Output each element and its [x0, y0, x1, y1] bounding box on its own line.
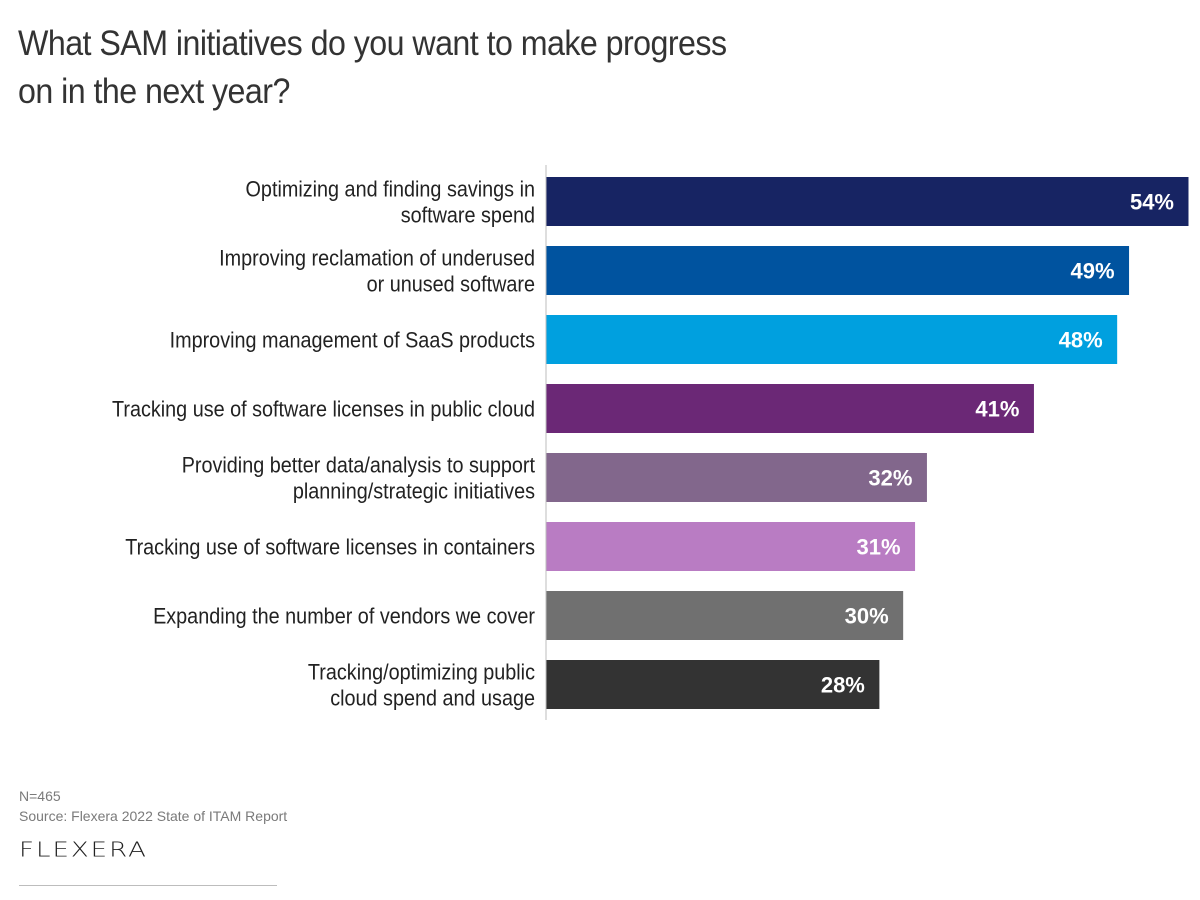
bar-1	[546, 246, 1130, 295]
category-label-7-line-0: Tracking/optimizing public	[308, 660, 535, 685]
category-label-5-line-0: Tracking use of software licenses in con…	[125, 535, 535, 560]
bar-2	[546, 315, 1118, 364]
category-label-4-line-1: planning/strategic initiatives	[293, 479, 535, 504]
bar-value-label-4: 32%	[868, 466, 912, 491]
category-label-0-line-1: software spend	[401, 203, 535, 228]
category-label-4-line-0: Providing better data/analysis to suppor…	[182, 453, 535, 478]
sample-size-note: N=465	[19, 788, 61, 804]
chart-title-line-1: What SAM initiatives do you want to make…	[18, 24, 727, 63]
category-label-1-line-1: or unused software	[367, 272, 535, 297]
category-label-3-line-0: Tracking use of software licenses in pub…	[112, 397, 535, 422]
chart-title: What SAM initiatives do you want to make…	[18, 20, 846, 116]
bar-3	[546, 384, 1034, 433]
bar-value-label-6: 30%	[845, 604, 889, 629]
source-note: Source: Flexera 2022 State of ITAM Repor…	[19, 808, 288, 824]
bar-7	[546, 660, 880, 709]
category-label-0-line-0: Optimizing and finding savings in	[246, 177, 535, 202]
bar-value-label-2: 48%	[1059, 328, 1103, 353]
bar-value-label-3: 41%	[975, 397, 1019, 422]
bar-value-label-7: 28%	[821, 673, 865, 698]
bar-0	[546, 177, 1189, 226]
bar-value-label-0: 54%	[1130, 190, 1174, 215]
category-label-2-line-0: Improving management of SaaS products	[170, 328, 535, 353]
footer-divider	[19, 885, 277, 886]
bar-chart: 54% Optimizing and finding savings insoft…	[112, 165, 1189, 720]
bar-4	[546, 453, 927, 502]
bar-value-label-5: 31%	[857, 535, 901, 560]
category-label-6-line-0: Expanding the number of vendors we cover	[153, 604, 535, 629]
flexera-logo: FLEXERA	[19, 838, 148, 862]
chart-title-line-2: on in the next year?	[18, 72, 290, 111]
bar-5	[546, 522, 916, 571]
category-label-7-line-1: cloud spend and usage	[330, 686, 535, 711]
bar-6	[546, 591, 904, 640]
bar-value-label-1: 49%	[1071, 259, 1115, 284]
category-label-1-line-0: Improving reclamation of underused	[219, 246, 535, 271]
